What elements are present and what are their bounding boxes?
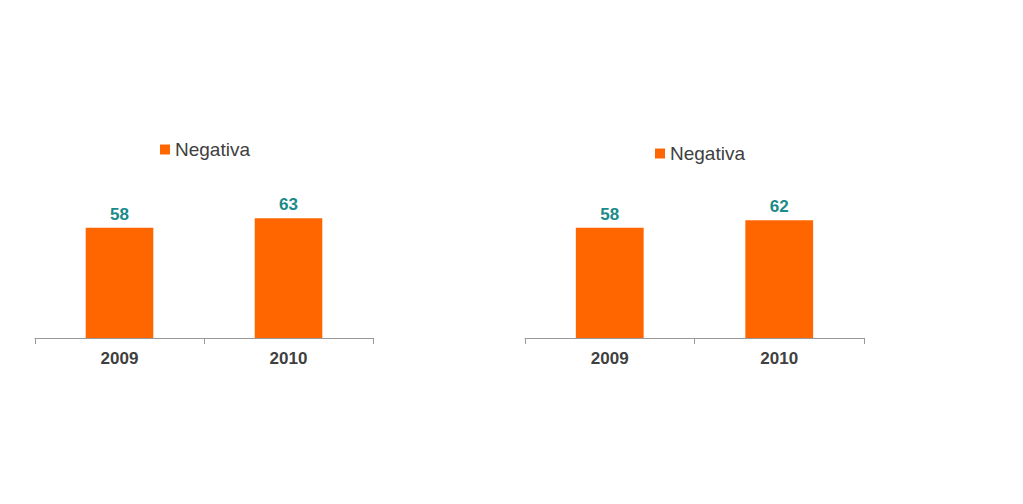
svg-text:58: 58 xyxy=(110,205,129,224)
svg-text:2009: 2009 xyxy=(591,349,629,368)
svg-text:Negativa: Negativa xyxy=(175,139,250,160)
svg-text:58: 58 xyxy=(600,205,619,224)
svg-text:2010: 2010 xyxy=(760,349,798,368)
svg-text:Negativa: Negativa xyxy=(670,143,745,164)
svg-text:2010: 2010 xyxy=(270,349,308,368)
svg-text:63: 63 xyxy=(279,195,298,214)
svg-text:62: 62 xyxy=(770,197,789,216)
svg-text:2009: 2009 xyxy=(101,349,139,368)
